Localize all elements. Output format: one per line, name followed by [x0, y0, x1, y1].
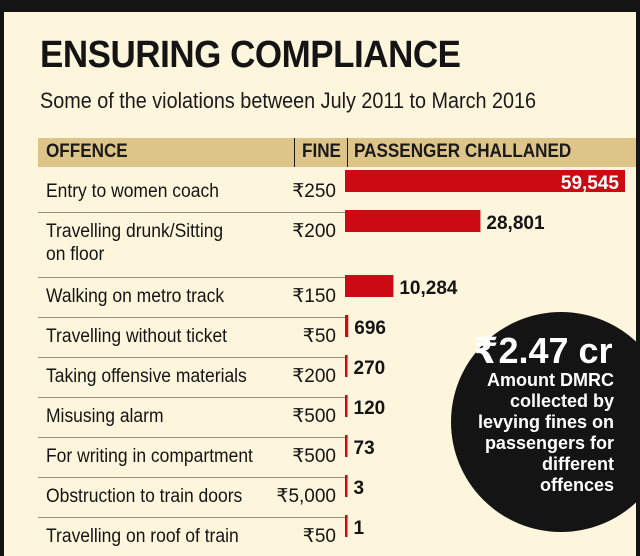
- fine-value: ₹50: [302, 526, 336, 547]
- row-divider: [38, 212, 348, 213]
- offence-label: Walking on metro track: [46, 285, 285, 308]
- column-header-offence: OFFENCE: [46, 141, 128, 162]
- data-label: 3: [354, 478, 365, 499]
- bar: [345, 315, 349, 337]
- offence-label-line: Taking offensive materials: [46, 366, 247, 387]
- offence-label-line: Travelling drunk/Sitting: [46, 221, 224, 242]
- callout-line: offences: [539, 475, 614, 495]
- callout-amount: ₹2.47 cr: [473, 330, 613, 371]
- row-divider: [38, 517, 348, 518]
- row-divider: [38, 397, 348, 398]
- offence-label: Entry to women coach: [46, 180, 285, 203]
- offence-label-line: Obstruction to train doors: [46, 486, 243, 507]
- data-label: 73: [354, 438, 375, 459]
- bar: [345, 395, 348, 417]
- data-label: 59,545: [561, 173, 620, 194]
- callout-line: levying fines on: [477, 412, 614, 432]
- fine-value: ₹200: [292, 221, 336, 242]
- callout-circle: [451, 312, 636, 532]
- offence-label-line: Walking on metro track: [46, 286, 225, 307]
- chart-subtitle: Some of the violations between July 2011…: [40, 88, 537, 113]
- row-divider: [38, 477, 348, 478]
- fine-value: ₹250: [292, 181, 336, 202]
- fine-value: ₹50: [302, 326, 336, 347]
- bar: [345, 515, 348, 537]
- column-header-fine: FINE: [302, 141, 341, 162]
- data-label: 1: [354, 518, 365, 539]
- row-divider: [38, 317, 348, 318]
- bar: [345, 475, 348, 497]
- offence-label-line: on floor: [46, 244, 105, 265]
- chart-title: ENSURING COMPLIANCE: [40, 34, 461, 76]
- fine-value: ₹5,000: [276, 486, 336, 507]
- fine-value: ₹200: [292, 366, 336, 387]
- offence-label: Travelling on roof of train: [46, 525, 285, 548]
- callout-text: Amount DMRC collected by levying fines o…: [434, 370, 614, 496]
- column-header-passenger-challaned: PASSENGER CHALLANED: [354, 141, 572, 162]
- table-header: [38, 138, 636, 167]
- offence-label: Travelling drunk/Sitting on floor: [46, 220, 285, 266]
- data-label: 696: [354, 318, 386, 339]
- data-label: 120: [354, 398, 386, 419]
- header-divider: [347, 138, 348, 167]
- data-label: 10,284: [399, 278, 458, 299]
- callout-line: Amount DMRC: [487, 370, 614, 390]
- bar: [345, 275, 394, 297]
- callout-line: collected by: [509, 391, 614, 411]
- bar: [345, 170, 625, 192]
- row-divider: [38, 357, 348, 358]
- row-divider: [38, 437, 348, 438]
- bar: [345, 355, 348, 377]
- callout-line: passengers for: [484, 433, 614, 453]
- offence-label: Travelling without ticket: [46, 325, 285, 348]
- callout-line: different: [542, 454, 614, 474]
- row-divider: [38, 277, 348, 278]
- offence-label-line: Travelling without ticket: [46, 326, 228, 347]
- bar: [345, 210, 481, 232]
- bar: [345, 435, 348, 457]
- data-label: 28,801: [486, 213, 545, 234]
- offence-label: Obstruction to train doors: [46, 485, 285, 508]
- offence-label: Taking offensive materials: [46, 365, 285, 388]
- fine-value: ₹500: [292, 446, 336, 467]
- fine-value: ₹150: [292, 286, 336, 307]
- offence-label: Misusing alarm: [46, 405, 285, 428]
- offence-label-line: Entry to women coach: [46, 181, 219, 202]
- data-label: 270: [354, 358, 386, 379]
- offence-label-line: For writing in compartment: [46, 446, 253, 467]
- fine-value: ₹500: [292, 406, 336, 427]
- offence-label: For writing in compartment: [46, 445, 285, 468]
- offence-label-line: Travelling on roof of train: [46, 526, 239, 547]
- offence-label-line: Misusing alarm: [46, 406, 164, 427]
- bar-chart: 59,545 28,801 10,284 696 270 120 73 3 1: [345, 170, 625, 539]
- header-divider: [294, 138, 295, 167]
